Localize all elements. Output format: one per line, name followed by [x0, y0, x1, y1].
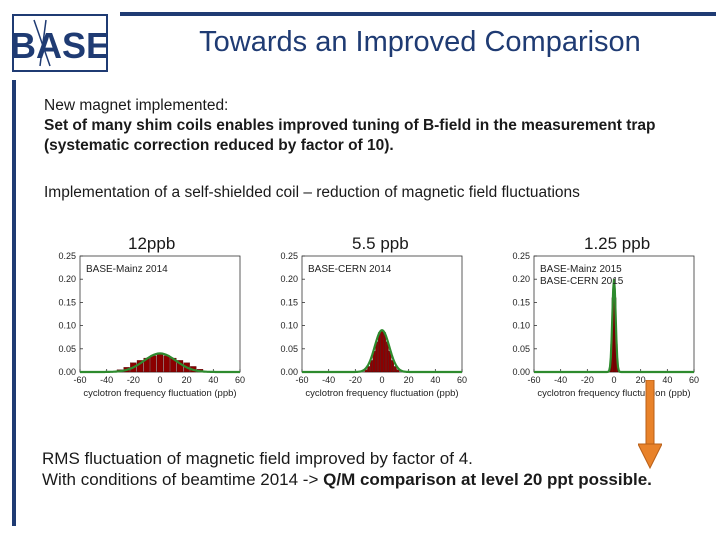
- x-tick-label: 40: [662, 375, 672, 385]
- left-rule: [12, 80, 16, 526]
- legend-entry: BASE-Mainz 2014: [86, 264, 168, 275]
- y-tick-label: 0.20: [58, 274, 76, 284]
- histogram-cern-2014: 0.00 0.05 0.10 0.15 0.20 0.25 -60 -40 -20 0 20 40 60…: [262, 244, 477, 409]
- y-tick-label: 0.00: [280, 367, 298, 377]
- ppb-label-1: 12ppb: [128, 234, 176, 253]
- conclusion-line-2: With conditions of beamtime 2014 -> Q/M …: [42, 469, 702, 490]
- shielded-coil-text: Implementation of a self-shielded coil –…: [44, 184, 580, 201]
- y-tick-label: 0.15: [512, 297, 530, 307]
- y-tick-label: 0.20: [280, 274, 298, 284]
- x-tick-label: -40: [554, 375, 567, 385]
- x-tick-label: 20: [404, 375, 414, 385]
- x-axis-label: cyclotron frequency fluctuation (ppb): [83, 388, 236, 399]
- gaussian-fit-line: [80, 352, 240, 374]
- y-tick-label: 0.05: [58, 344, 76, 354]
- intro-paragraph: New magnet implemented: Set of many shim…: [44, 96, 694, 156]
- histogram-bar: [377, 332, 381, 373]
- conclusion-line-2-plain: With conditions of beamtime 2014 ->: [42, 470, 324, 489]
- y-tick-label: 0.00: [58, 367, 76, 377]
- x-tick-label: -20: [127, 375, 140, 385]
- y-tick-label: 0.05: [512, 344, 530, 354]
- x-tick-label: -60: [295, 375, 308, 385]
- histogram-bar: [163, 355, 170, 373]
- histogram-bar: [393, 366, 397, 373]
- intro-line-1: New magnet implemented:: [44, 97, 229, 114]
- x-tick-label: -40: [100, 375, 113, 385]
- gaussian-fit-line: [534, 279, 694, 374]
- y-tick-label: 0.25: [280, 251, 298, 261]
- y-tick-label: 0.00: [512, 367, 530, 377]
- intro-line-2: Set of many shim coils enables improved …: [44, 117, 656, 154]
- top-rule: [120, 12, 716, 16]
- y-tick-label: 0.10: [280, 321, 298, 331]
- y-tick-label: 0.20: [512, 274, 530, 284]
- x-tick-label: 60: [689, 375, 699, 385]
- x-tick-label: 20: [636, 375, 646, 385]
- histogram-2015: 0.00 0.05 0.10 0.15 0.20 0.25 -60 -40 -20 0 20 40 60…: [494, 244, 709, 409]
- legend-entry: BASE-CERN 2015: [540, 276, 624, 287]
- y-tick-label: 0.15: [58, 297, 76, 307]
- histogram-bar: [367, 366, 371, 373]
- conclusion-line-1: RMS fluctuation of magnetic field improv…: [42, 449, 473, 468]
- histogram-mainz-2014: 0.00 0.05 0.10 0.15 0.20 0.25 -60 -40 -20 0 20 40 60…: [40, 244, 255, 409]
- x-axis-label: cyclotron frequency fluctuation (ppb): [305, 388, 458, 399]
- y-tick-label: 0.10: [512, 321, 530, 331]
- x-tick-label: 0: [379, 375, 384, 385]
- x-tick-label: 40: [208, 375, 218, 385]
- histogram-bar: [383, 332, 387, 373]
- x-tick-label: 0: [611, 375, 616, 385]
- x-axis-label: cyclotron frequency fluctuation (ppb): [537, 388, 690, 399]
- x-tick-label: -20: [581, 375, 594, 385]
- x-tick-label: -60: [73, 375, 86, 385]
- ppb-label-3: 1.25 ppb: [584, 234, 651, 253]
- gaussian-fit-line: [302, 329, 462, 374]
- conclusion-text: RMS fluctuation of magnetic field improv…: [42, 448, 702, 490]
- x-tick-label: 60: [457, 375, 467, 385]
- x-tick-label: 60: [235, 375, 245, 385]
- base-logo: BASE: [10, 14, 110, 72]
- arrow-down-icon: [637, 379, 663, 470]
- histogram-bar: [156, 353, 164, 373]
- slide-title: Towards an Improved Comparison: [199, 26, 641, 58]
- x-tick-label: 0: [157, 375, 162, 385]
- ppb-label-2: 5.5 ppb: [352, 234, 409, 253]
- histogram-bar: [150, 355, 157, 373]
- legend-entry: BASE-CERN 2014: [308, 264, 392, 275]
- x-tick-label: -60: [527, 375, 540, 385]
- y-tick-label: 0.10: [58, 321, 76, 331]
- y-tick-label: 0.15: [280, 297, 298, 307]
- x-tick-label: 40: [430, 375, 440, 385]
- y-tick-label: 0.25: [512, 251, 530, 261]
- x-tick-label: -40: [322, 375, 335, 385]
- logo-text: BASE: [12, 25, 108, 66]
- y-tick-label: 0.05: [280, 344, 298, 354]
- y-tick-label: 0.25: [58, 251, 76, 261]
- conclusion-line-2-bold: Q/M comparison at level 20 ppt possible.: [323, 470, 652, 489]
- x-tick-label: -20: [349, 375, 362, 385]
- legend-entry: BASE-Mainz 2015: [540, 264, 622, 275]
- x-tick-label: 20: [182, 375, 192, 385]
- histogram-bar: [380, 330, 384, 373]
